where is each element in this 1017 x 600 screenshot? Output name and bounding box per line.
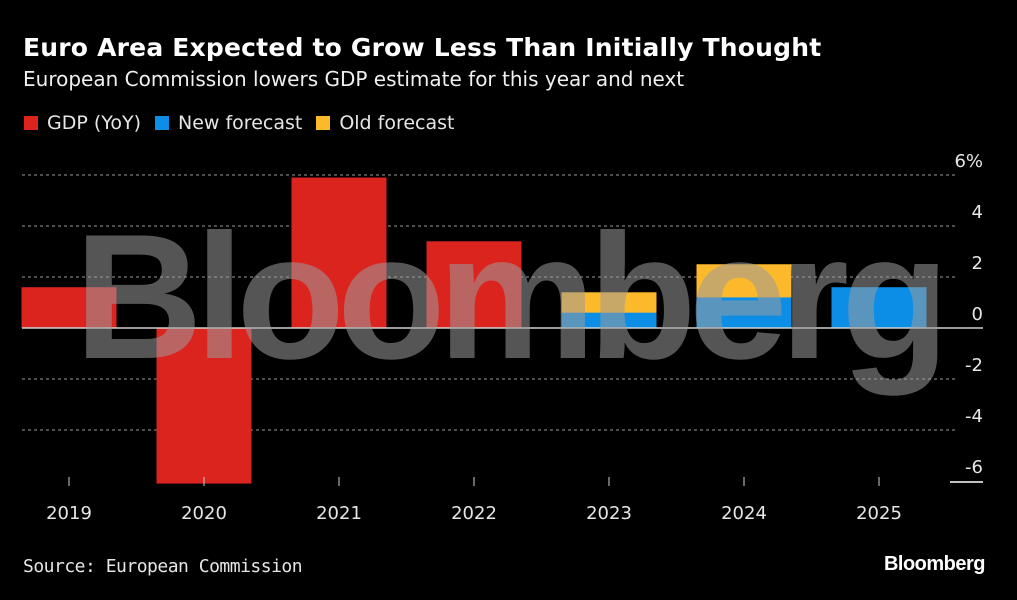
bar-gdp-2019 bbox=[21, 287, 117, 328]
x-tick-label: 2024 bbox=[721, 503, 767, 524]
legend-swatch-new-forecast bbox=[155, 116, 169, 130]
x-tick-label: 2021 bbox=[316, 503, 362, 524]
chart-title: Euro Area Expected to Grow Less Than Ini… bbox=[23, 33, 822, 62]
bloomberg-watermark: Bloomberg bbox=[74, 197, 941, 396]
x-tick-label: 2019 bbox=[46, 503, 92, 524]
bar-new-forecast-2024 bbox=[696, 297, 792, 328]
bar-new-forecast-2025 bbox=[831, 287, 927, 328]
legend-label-old-forecast: Old forecast bbox=[339, 112, 455, 134]
y-axis: 6% 4 2 0 -2 -4 -6 bbox=[950, 151, 983, 483]
chart-subtitle: European Commission lowers GDP estimate … bbox=[23, 67, 685, 91]
y-tick-label: -6 bbox=[965, 457, 983, 478]
legend-item-new-forecast: New forecast bbox=[155, 112, 302, 134]
legend-swatch-gdp bbox=[24, 116, 38, 130]
legend-label-new-forecast: New forecast bbox=[178, 112, 303, 134]
y-tick-label: 6% bbox=[954, 151, 983, 172]
legend-swatch-old-forecast bbox=[316, 116, 331, 130]
watermark: Bloomberg bbox=[74, 197, 949, 396]
y-tick-label: 2 bbox=[972, 253, 983, 274]
legend-item-gdp: GDP (YoY) bbox=[24, 112, 141, 134]
source-note: Source: European Commission bbox=[23, 556, 303, 577]
bar-gdp-2021 bbox=[291, 177, 387, 328]
y-tick-label: -4 bbox=[965, 406, 983, 427]
x-tick-label: 2022 bbox=[451, 503, 497, 524]
y-tick-label: -2 bbox=[965, 355, 983, 376]
bar-gdp-2022 bbox=[426, 241, 522, 328]
legend: GDP (YoY) New forecast Old forecast bbox=[24, 112, 469, 134]
legend-item-old-forecast: Old forecast bbox=[316, 112, 455, 134]
bloomberg-logo: Bloomberg bbox=[883, 553, 986, 575]
x-tick-label: 2023 bbox=[586, 503, 632, 524]
x-tick-label: 2025 bbox=[856, 503, 902, 524]
y-tick-label: 0 bbox=[972, 304, 983, 325]
bar-gdp-2020 bbox=[156, 328, 252, 484]
bar-new-forecast-2023 bbox=[561, 312, 657, 328]
x-tick-label: 2020 bbox=[181, 503, 227, 524]
x-axis: 2019 2020 2021 2022 2023 2024 2025 bbox=[46, 477, 902, 524]
bars bbox=[21, 177, 927, 484]
legend-label-gdp: GDP (YoY) bbox=[47, 112, 141, 134]
y-tick-label: 4 bbox=[972, 202, 983, 223]
